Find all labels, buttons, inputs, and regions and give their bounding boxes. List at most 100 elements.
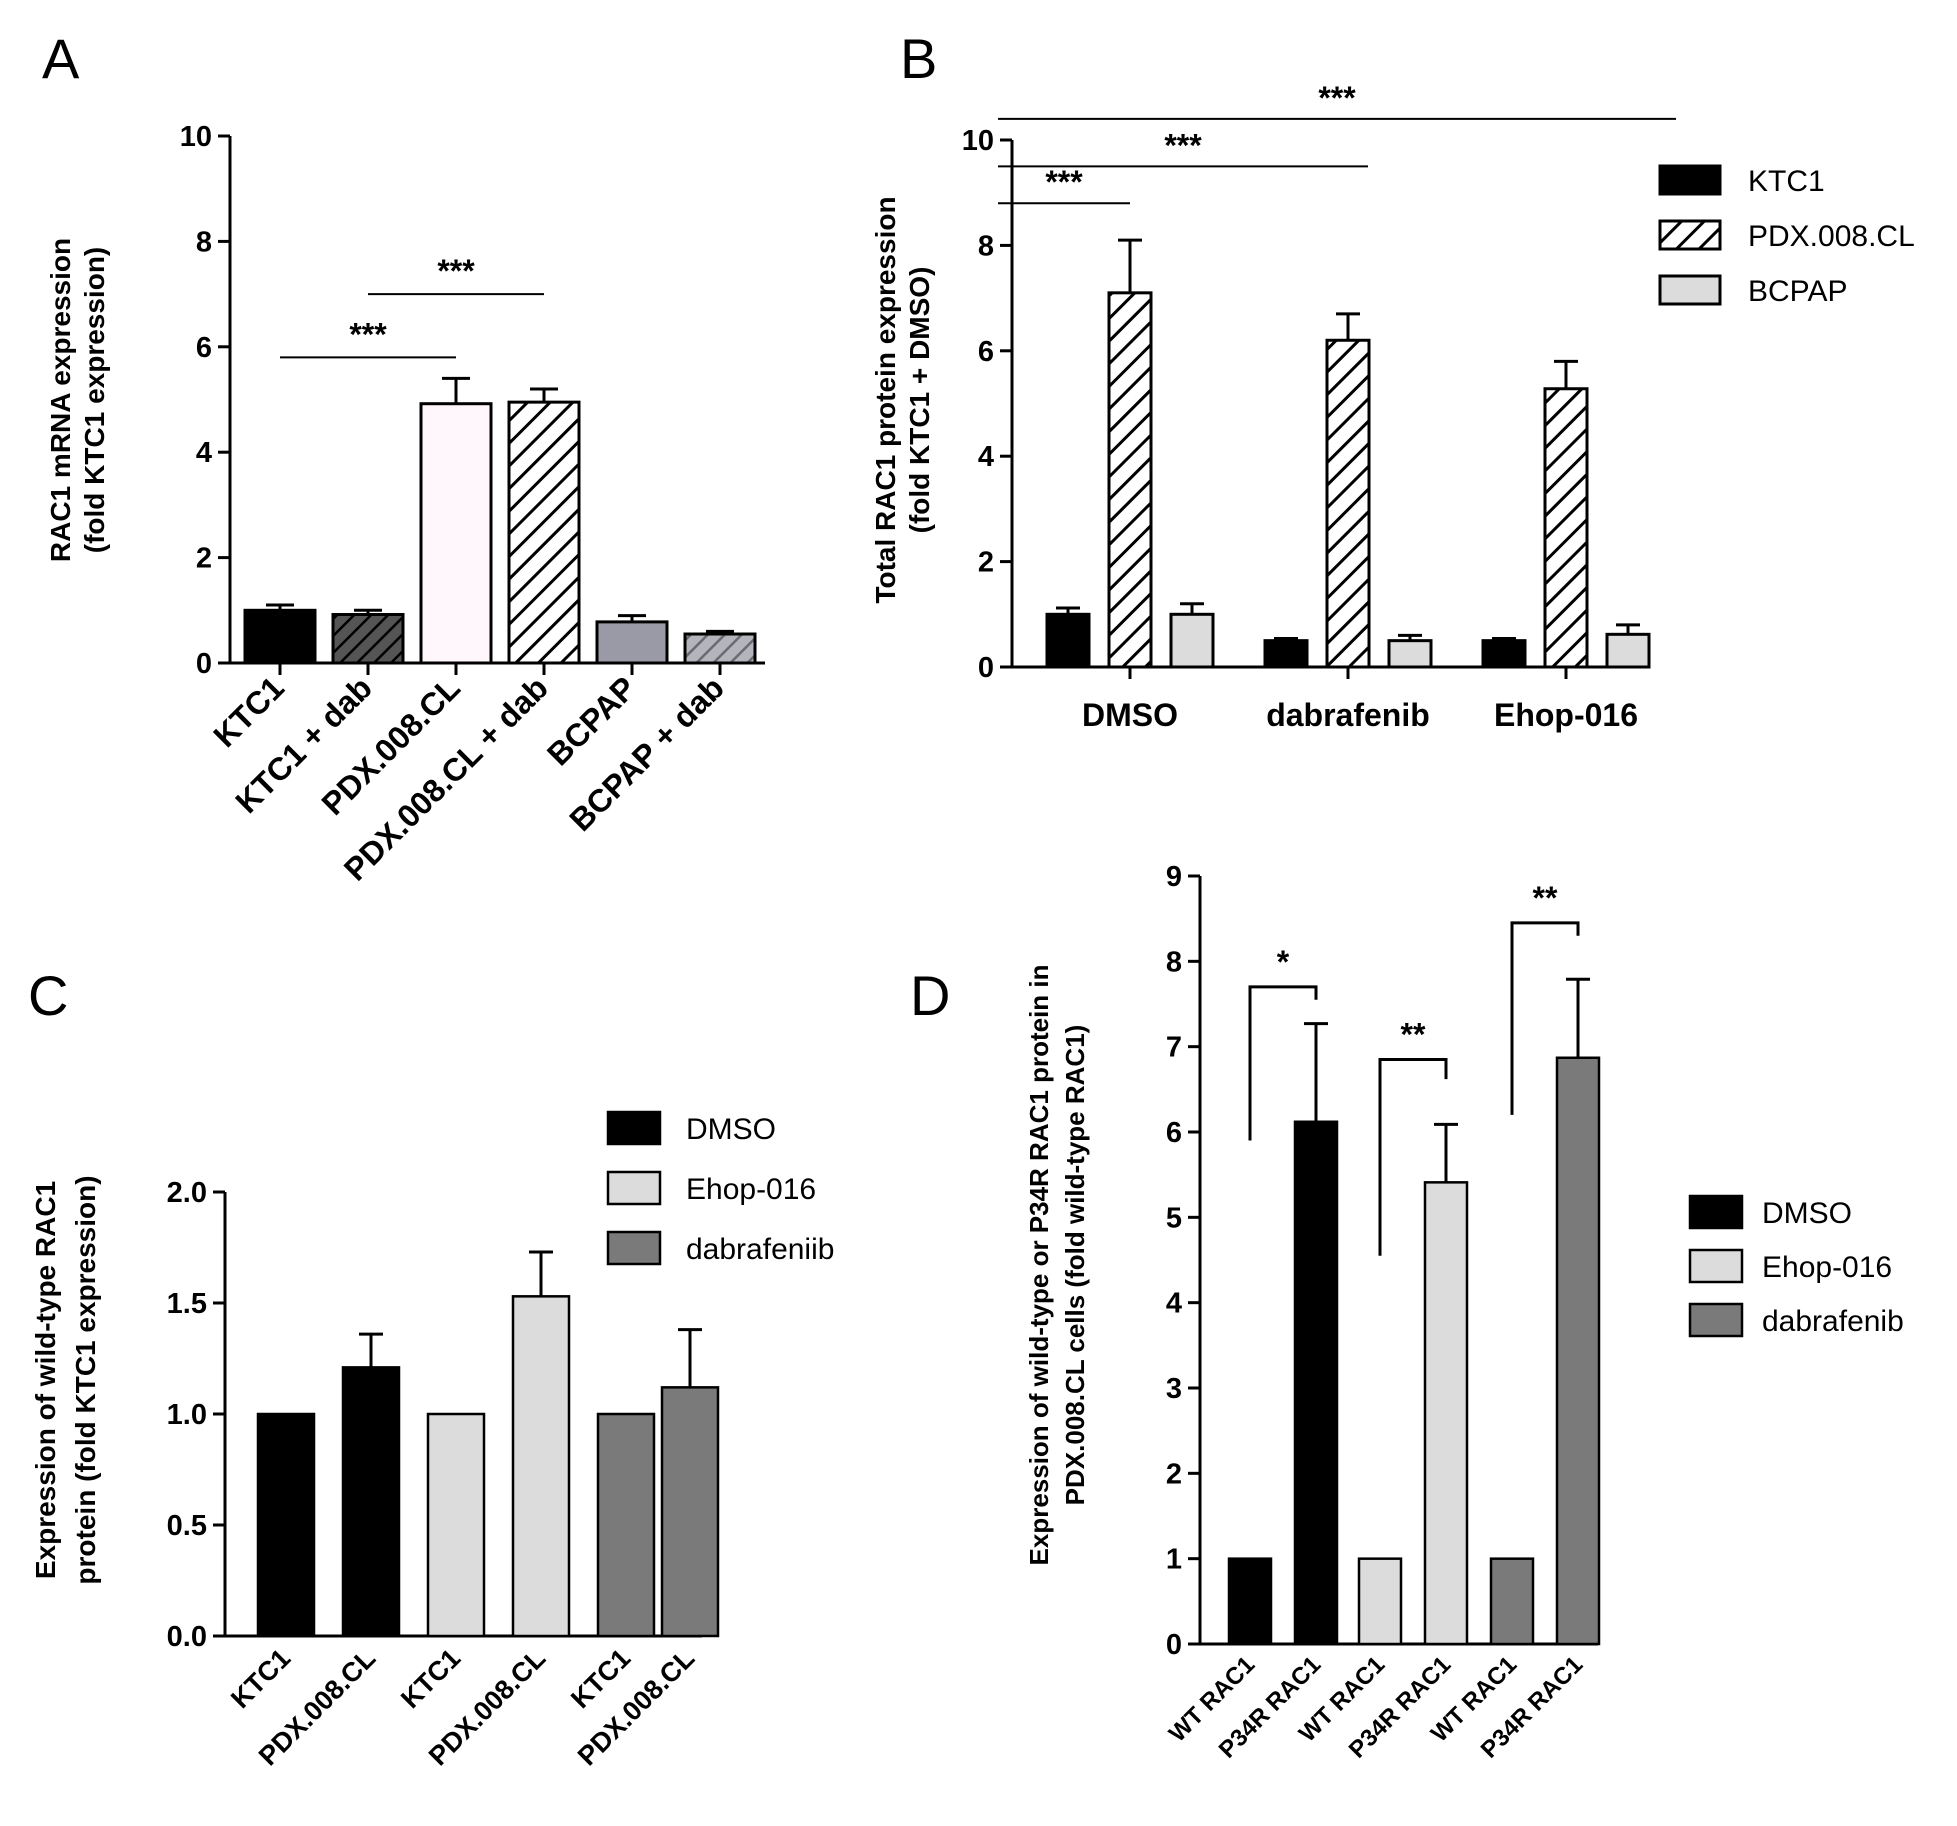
significance-bracket	[1378, 1057, 1448, 1256]
legend-swatch	[1688, 1302, 1744, 1338]
y-axis-label-line: PDX.008.CL cells (fold wild-type RAC1)	[1060, 1025, 1090, 1506]
y-tick-label: 10	[180, 121, 212, 153]
bar	[426, 1412, 486, 1638]
x-tick-label: KTC1	[206, 669, 291, 754]
y-axis-label-line: RAC1 mRNA expression	[45, 238, 76, 562]
bar	[1045, 612, 1091, 669]
bar	[511, 1295, 571, 1638]
legend-swatch	[1688, 1248, 1744, 1284]
bar	[1227, 1557, 1273, 1646]
legend-label: PDX.008.CL	[1748, 220, 1915, 253]
legend-swatch	[606, 1110, 662, 1146]
bar	[1481, 639, 1527, 669]
y-axis-label-line: (fold KTC1 expression)	[79, 247, 110, 553]
y-tick-label: 3	[1166, 1373, 1182, 1405]
y-tick-label: 8	[1166, 946, 1182, 978]
y-tick-label: 6	[1166, 1117, 1182, 1149]
bar	[1387, 639, 1433, 669]
y-tick-label: 8	[196, 226, 212, 258]
y-tick-label: 1.0	[167, 1399, 207, 1431]
y-tick-label: 0	[978, 652, 994, 684]
chart-c: 0.0 0.5 1.0 1.5 2.0 Expression of wild-type R…	[30, 1110, 834, 1771]
bar	[341, 1366, 401, 1638]
y-axis-label: Expression of wild-type RAC1 protein (fol…	[30, 1175, 101, 1584]
x-tick-label: BCPAP + dab	[562, 669, 731, 838]
significance-label: ***	[1318, 80, 1356, 116]
y-tick-label: 6	[196, 332, 212, 364]
bar	[1555, 1056, 1601, 1646]
y-axis-label-line: protein (fold KTC1 expression)	[70, 1175, 101, 1584]
y-tick-label: 4	[1166, 1288, 1182, 1320]
y-tick-label: 8	[978, 230, 994, 262]
y-axis-label-line: Expression of wild-type RAC1	[30, 1181, 61, 1579]
bar	[1293, 1120, 1339, 1646]
x-tick-label: dabrafenib	[1266, 697, 1430, 733]
bar	[256, 1412, 316, 1638]
significance-label: **	[1533, 880, 1558, 916]
y-axis-label: RAC1 mRNA expression (fold KTC1 expressio…	[45, 238, 110, 562]
bar	[1543, 387, 1589, 669]
panel-label-d: D	[910, 964, 950, 1027]
bar	[419, 402, 493, 665]
y-tick-label: 0	[1166, 1629, 1182, 1661]
legend-swatch	[1688, 1194, 1744, 1230]
legend-label: dabrafenib	[1762, 1305, 1904, 1338]
y-tick-label: 2.0	[167, 1177, 207, 1209]
x-tick-label: KTC1	[225, 1643, 296, 1714]
y-axis-label-line: (fold KTC1 + DMSO)	[904, 267, 935, 534]
bar	[1357, 1557, 1403, 1646]
y-tick-label: 1	[1166, 1544, 1182, 1576]
y-tick-label: 0.5	[167, 1510, 207, 1542]
y-axis-label: Total RAC1 protein expression (fold KTC1 …	[870, 196, 935, 603]
y-tick-label: 2	[978, 547, 994, 579]
legend-swatch	[606, 1170, 662, 1206]
legend-swatch	[1658, 164, 1722, 196]
y-tick-label: 0.0	[167, 1621, 207, 1653]
legend-label: DMSO	[1762, 1197, 1852, 1230]
legend-label: Ehop-016	[1762, 1251, 1892, 1284]
bar	[683, 632, 757, 665]
bar	[331, 613, 405, 665]
y-tick-label: 0	[196, 648, 212, 680]
significance-label: **	[1401, 1016, 1426, 1052]
significance-bracket	[1248, 985, 1318, 1141]
bar	[1423, 1181, 1469, 1646]
legend-swatch	[1658, 219, 1722, 251]
panel-label-b: B	[900, 27, 937, 90]
panel-label-a: A	[42, 27, 80, 90]
legend-label: Ehop-016	[686, 1173, 816, 1206]
legend-swatch	[1658, 274, 1722, 306]
y-axis-label: Expression of wild-type or P34R RAC1 pro…	[1024, 965, 1090, 1566]
y-axis-label-line: Total RAC1 protein expression	[870, 196, 901, 603]
bar	[595, 620, 669, 665]
panel-label-c: C	[28, 964, 68, 1027]
significance-label: *	[1277, 944, 1290, 980]
bar	[1263, 639, 1309, 669]
y-tick-label: 2	[1166, 1458, 1182, 1490]
chart-a: 0 2 4 6 8 10 RAC1 mRNA expression (fold KTC1 ex…	[45, 121, 765, 888]
x-tick-label: Ehop-016	[1494, 697, 1638, 733]
legend-label: dabrafeniib	[686, 1233, 834, 1266]
significance-label: ***	[437, 253, 475, 289]
bar	[1489, 1557, 1535, 1646]
bar	[507, 400, 581, 665]
y-tick-label: 6	[978, 336, 994, 368]
significance-label: ***	[1045, 164, 1083, 200]
chart-d: 0 1 2 3 4 5 6 7 8 9 Expression of wild-type or P34…	[1024, 861, 1904, 1764]
bar	[1107, 291, 1153, 669]
bar	[243, 608, 317, 665]
y-tick-label: 10	[962, 125, 994, 157]
y-tick-label: 1.5	[167, 1288, 207, 1320]
bar	[660, 1386, 720, 1638]
y-tick-label: 5	[1166, 1202, 1182, 1234]
y-axis-label-line: Expression of wild-type or P34R RAC1 pro…	[1024, 965, 1054, 1566]
x-tick-label: KTC1	[395, 1643, 466, 1714]
legend-label: BCPAP	[1748, 275, 1847, 308]
y-tick-label: 2	[196, 543, 212, 575]
legend-label: KTC1	[1748, 165, 1825, 198]
bar	[1169, 612, 1215, 669]
significance-bracket	[1510, 921, 1580, 1115]
legend-swatch	[606, 1230, 662, 1266]
significance-label: ***	[349, 316, 387, 352]
